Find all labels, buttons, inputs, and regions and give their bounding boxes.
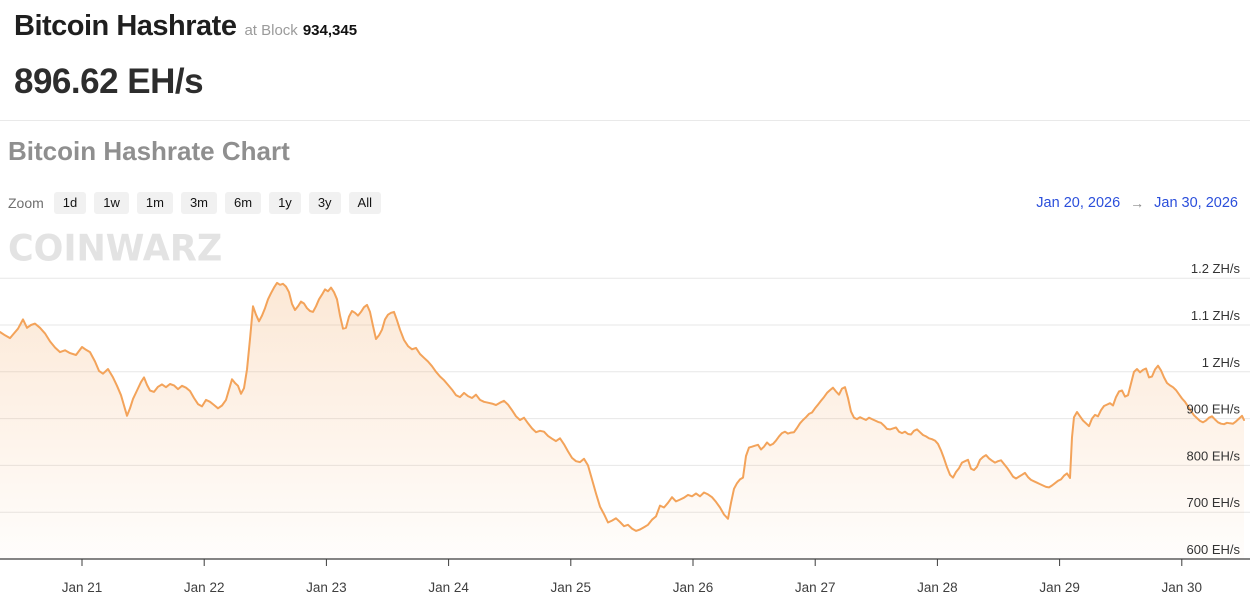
x-axis-label: Jan 21	[62, 580, 103, 595]
y-axis-label: 1.2 ZH/s	[1191, 261, 1241, 276]
date-range: Jan 20, 2026 → Jan 30, 2026	[1036, 195, 1238, 211]
zoom-option-1y[interactable]: 1y	[269, 192, 301, 214]
y-axis-label: 900 EH/s	[1187, 402, 1241, 417]
zoom-option-1m[interactable]: 1m	[136, 192, 173, 214]
page-header: Bitcoin Hashrate at Block 934,345	[14, 10, 357, 43]
x-axis-label: Jan 22	[184, 580, 225, 595]
zoom-option-all[interactable]: All	[348, 192, 381, 214]
zoom-label: Zoom	[8, 195, 44, 211]
x-axis-label: Jan 27	[795, 580, 836, 595]
y-axis-label: 700 EH/s	[1187, 495, 1241, 510]
x-axis-label: Jan 30	[1162, 580, 1203, 595]
hashrate-area-fill	[0, 282, 1244, 559]
x-axis-label: Jan 26	[673, 580, 714, 595]
zoom-option-1d[interactable]: 1d	[53, 192, 87, 214]
zoom-option-3y[interactable]: 3y	[308, 192, 341, 214]
page-title: Bitcoin Hashrate	[14, 10, 237, 42]
y-axis-label: 1.1 ZH/s	[1191, 308, 1241, 323]
hashrate-line-series	[0, 281, 1245, 532]
chart-section-title: Bitcoin Hashrate Chart	[8, 136, 290, 166]
zoom-option-1w[interactable]: 1w	[94, 192, 129, 214]
x-axis-label: Jan 29	[1039, 580, 1080, 595]
coinwarz-watermark: CoinWarz	[8, 228, 223, 270]
date-to-link[interactable]: Jan 30, 2026	[1154, 195, 1238, 211]
x-axis-label: Jan 23	[306, 580, 347, 595]
date-from-link[interactable]: Jan 20, 2026	[1036, 195, 1121, 211]
x-axis-label: Jan 25	[551, 580, 592, 595]
zoom-option-3m[interactable]: 3m	[180, 192, 218, 214]
y-axis-label: 600 EH/s	[1187, 542, 1241, 557]
block-number: 934,345	[302, 22, 358, 39]
block-subtitle: at Block	[244, 22, 298, 39]
chart-canvas[interactable]: Jan 21 Jan 22 Jan 23 Jan 24 Jan 25 Jan 26 Jan …	[0, 228, 1250, 609]
hashrate-chart[interactable]: CoinWarz Jan 21 Jan 22 Jan 23 Jan 24 Jan 25 J…	[0, 228, 1250, 609]
y-axis-label: 1 ZH/s	[1202, 355, 1241, 370]
chart-controls: Zoom 1d 1w 1m 3m 6m 1y 3y All Jan 20, 2026 → Ja…	[8, 190, 1238, 216]
arrow-right-icon: →	[1130, 195, 1145, 211]
y-axis-label: 800 EH/s	[1187, 448, 1241, 463]
zoom-option-6m[interactable]: 6m	[225, 192, 262, 214]
x-axis-label: Jan 24	[428, 580, 469, 595]
x-axis-label: Jan 28	[917, 580, 958, 595]
zoom-button-group: 1d 1w 1m 3m 6m 1y 3y All	[53, 192, 381, 214]
current-hashrate-value: 896.62 EH/s	[14, 62, 204, 101]
header-divider	[0, 120, 1250, 121]
